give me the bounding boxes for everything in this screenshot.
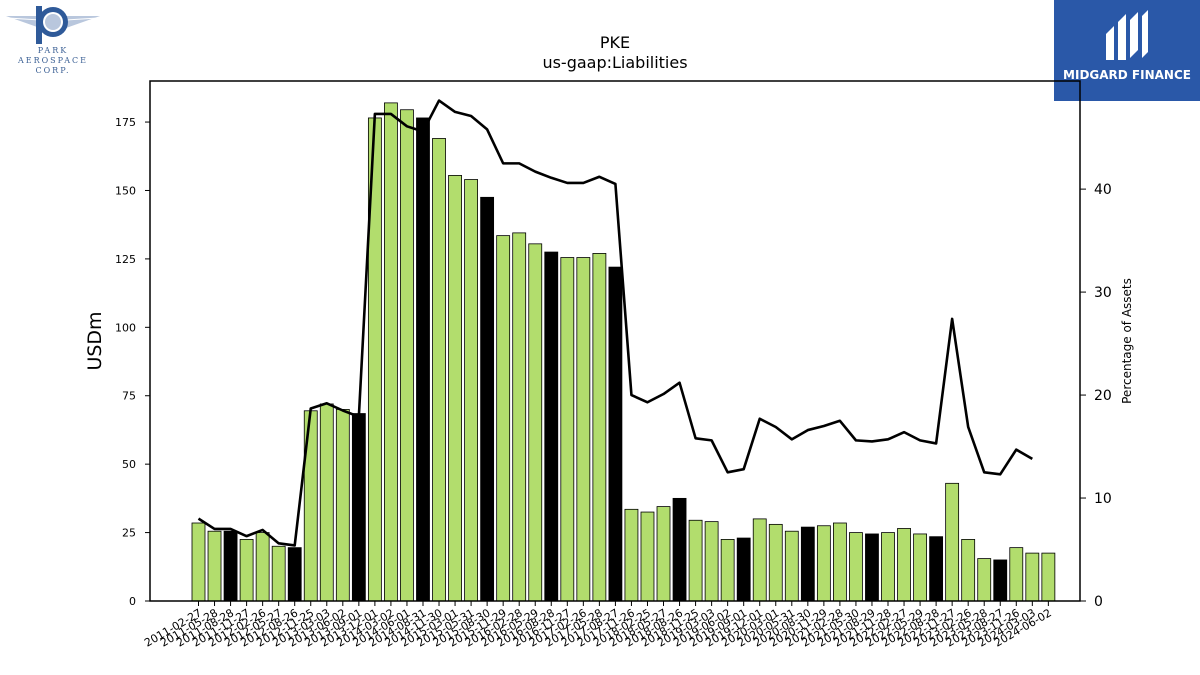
y-tick-label: 50 bbox=[122, 458, 136, 471]
bar bbox=[881, 532, 895, 602]
bar bbox=[833, 522, 847, 602]
y2-tick-label: 0 bbox=[1094, 594, 1103, 610]
bar bbox=[512, 232, 527, 602]
midgard-emblem-icon bbox=[1106, 10, 1148, 60]
percentage-line bbox=[197, 99, 1033, 547]
bar bbox=[688, 519, 703, 602]
chart-title: PKE bbox=[600, 33, 630, 52]
y2-axis-label: Percentage of Assets bbox=[1120, 278, 1134, 404]
y-tick-label: 100 bbox=[115, 321, 136, 334]
bar bbox=[945, 482, 960, 602]
bar bbox=[400, 109, 414, 602]
bar bbox=[977, 558, 992, 602]
bar bbox=[656, 506, 671, 602]
bar bbox=[335, 409, 350, 602]
bar bbox=[1009, 547, 1024, 602]
bar bbox=[897, 528, 911, 602]
y-tick-label: 150 bbox=[115, 184, 136, 197]
y-axis-right: 0 10 20 30 40 bbox=[1080, 182, 1112, 610]
bar bbox=[913, 533, 927, 602]
y-tick-label: 175 bbox=[115, 116, 136, 129]
y-axis-left: 0 25 50 75 100 125 150 175 bbox=[115, 116, 150, 608]
bar bbox=[865, 533, 879, 602]
bar bbox=[736, 537, 751, 602]
bar bbox=[544, 251, 559, 602]
chart-subtitle: us-gaap:Liabilities bbox=[542, 53, 687, 72]
y-tick-label: 75 bbox=[122, 390, 136, 403]
bar bbox=[416, 117, 430, 602]
bar bbox=[464, 179, 479, 602]
midgard-logo-text: MIDGARD FINANCE bbox=[1063, 68, 1191, 82]
y-tick-label: 125 bbox=[115, 253, 136, 266]
bar bbox=[432, 138, 446, 602]
bar bbox=[704, 521, 719, 602]
bar bbox=[255, 532, 270, 602]
bar bbox=[223, 530, 238, 602]
bar bbox=[592, 253, 607, 602]
bar bbox=[528, 243, 543, 602]
y-axis-label: USDm bbox=[84, 311, 106, 370]
line-series bbox=[197, 99, 1033, 547]
bar bbox=[1041, 552, 1056, 602]
bar bbox=[287, 547, 302, 602]
bar bbox=[271, 545, 286, 602]
bar bbox=[816, 525, 831, 602]
y2-tick-label: 30 bbox=[1094, 285, 1112, 301]
bar bbox=[800, 526, 815, 602]
bar bbox=[768, 523, 783, 602]
bar bbox=[480, 196, 495, 602]
bar bbox=[720, 539, 735, 602]
logo-left-line3: CORP. bbox=[35, 66, 71, 75]
bar bbox=[319, 403, 334, 602]
midgard-finance-logo: MIDGARD FINANCE bbox=[1054, 0, 1200, 101]
park-aerospace-logo: PARK AEROSPACE CORP. bbox=[4, 2, 102, 76]
bar bbox=[351, 413, 366, 602]
y-tick-label: 0 bbox=[129, 595, 136, 608]
park-aerospace-emblem-icon bbox=[6, 6, 100, 44]
bar bbox=[640, 511, 655, 602]
y2-tick-label: 10 bbox=[1094, 491, 1112, 507]
bar bbox=[672, 497, 687, 602]
bar-series bbox=[191, 102, 1056, 602]
bar bbox=[929, 536, 944, 602]
logo-left-line1: PARK bbox=[37, 46, 69, 55]
logo-left-line2: AEROSPACE bbox=[17, 56, 89, 65]
bar bbox=[608, 266, 623, 602]
bar bbox=[207, 530, 222, 602]
y-tick-label: 25 bbox=[122, 527, 136, 540]
y2-tick-label: 40 bbox=[1094, 182, 1112, 198]
bar bbox=[784, 530, 799, 602]
bar bbox=[560, 257, 575, 602]
bar bbox=[448, 175, 462, 602]
bar bbox=[993, 559, 1008, 602]
bar bbox=[624, 508, 639, 602]
bar bbox=[1025, 552, 1040, 602]
x-axis: 2011-02-272011-05-282011-08-282011-11-27… bbox=[142, 601, 1054, 650]
bar bbox=[961, 539, 976, 602]
bar bbox=[496, 235, 511, 602]
bar bbox=[384, 102, 398, 602]
bar bbox=[191, 522, 206, 602]
bar bbox=[752, 518, 767, 602]
bar bbox=[849, 532, 863, 602]
bar bbox=[576, 257, 591, 602]
bar bbox=[239, 539, 254, 602]
y2-tick-label: 20 bbox=[1094, 388, 1112, 404]
